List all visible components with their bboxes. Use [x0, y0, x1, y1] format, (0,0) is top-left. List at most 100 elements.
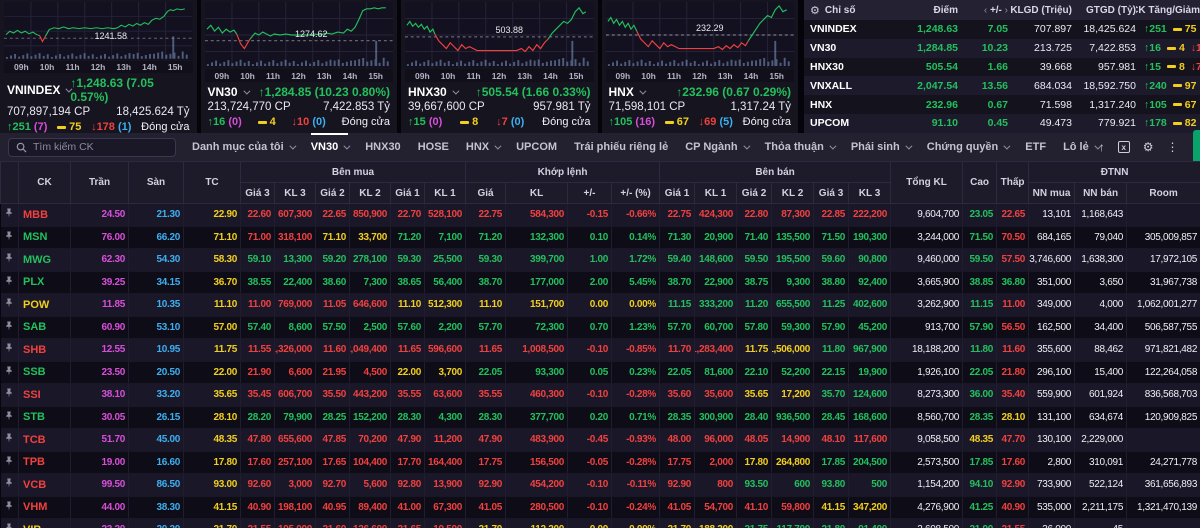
foreign-room: [1126, 428, 1200, 452]
tab-thỏa-thuận[interactable]: Thỏa thuận: [765, 133, 837, 161]
ticker-symbol[interactable]: MWG: [18, 248, 71, 272]
ask-volume: 91,400: [848, 518, 892, 528]
tab-etf[interactable]: ETF: [1025, 141, 1047, 153]
ticker-symbol[interactable]: VCB: [18, 473, 71, 497]
pin-icon[interactable]: [0, 383, 19, 407]
stock-row-POW[interactable]: POW 11.85 10.35 11.10 11.00 769,000 11.05 646,6…: [0, 293, 1200, 317]
ticker-symbol[interactable]: STB: [18, 406, 71, 429]
search-input[interactable]: [33, 141, 168, 153]
kebab-menu-icon[interactable]: ⋮: [1166, 140, 1179, 154]
tab-chứng-quyền[interactable]: Chứng quyền: [927, 133, 1011, 161]
tab-cp-ngành[interactable]: CP Ngành: [685, 133, 751, 161]
pin-icon[interactable]: [0, 203, 19, 227]
index-table-header: ⚙ Chỉ số Điểm ‹ +/- › KLGD (Triệu) GTGD (…: [804, 0, 1200, 20]
stock-row-VCB[interactable]: VCB 99.50 86.50 93.00 92.60 3,000 92.70 5,600 92…: [0, 473, 1200, 497]
chart-panel-vn30[interactable]: 1274.62 09h 10h 11h 12h 13h 14: [200, 0, 397, 133]
reference-price-label: 1241.58: [94, 31, 128, 41]
export-excel-icon[interactable]: x: [1117, 141, 1130, 153]
pin-icon[interactable]: [0, 518, 19, 528]
pin-icon[interactable]: [0, 451, 19, 474]
index-name[interactable]: HNX30: [408, 85, 460, 99]
chart-panel-hnx30[interactable]: 503.88 09h 10h 11h 12h 13h 14h: [401, 0, 598, 133]
tab-trái-phiếu-riêng-lẻ[interactable]: Trái phiếu riêng lẻ: [574, 141, 669, 153]
stock-row-VHM[interactable]: VHM 44.00 38.30 41.15 40.90 198,100 40.95 89,40…: [0, 496, 1200, 519]
ticker-symbol[interactable]: VHM: [18, 496, 71, 519]
ticker-symbol[interactable]: TPB: [18, 451, 71, 474]
ticker-symbol[interactable]: TCB: [18, 428, 71, 452]
tab-danh-mục-của-tôi[interactable]: Danh mục của tôi: [192, 133, 297, 161]
ask-volume: 20,900: [694, 226, 738, 249]
gear-icon[interactable]: ⚙: [810, 4, 820, 17]
stock-row-MWG[interactable]: MWG 62.30 54.30 58.30 59.10 13,300 59.20 278,10…: [0, 248, 1200, 272]
ticker-symbol[interactable]: POW: [18, 293, 71, 317]
index-row-vnindex[interactable]: VNINDEX 1,248.63 7.05 707.897 18,425.624 ↑251…: [804, 20, 1200, 39]
pin-icon[interactable]: [0, 316, 19, 339]
ask-volume: 600: [771, 473, 815, 497]
ticker-symbol[interactable]: SAB: [18, 316, 71, 339]
bid-price: 11.60: [315, 338, 350, 362]
stock-row-TCB[interactable]: TCB 51.70 45.00 48.35 47.80 655,600 47.85 70,20…: [0, 428, 1200, 452]
pin-icon[interactable]: [0, 473, 19, 497]
pin-icon[interactable]: [0, 338, 19, 362]
index-row-vnxall[interactable]: VNXALL 2,047.54 13.56 684.034 18,592.750 ↑240…: [804, 76, 1200, 96]
tab-hnx30[interactable]: HNX30: [365, 141, 401, 153]
bid-volume: 8,600: [274, 316, 316, 339]
place-order-button[interactable]: Đặt lệnh: [1192, 130, 1200, 164]
pin-icon[interactable]: [0, 293, 19, 317]
stock-row-VIB[interactable]: VIB23.2020.2021.7021.55195,00021.60126,6…: [0, 518, 1200, 528]
index-name[interactable]: HNX: [609, 85, 647, 99]
tab-phái-sinh[interactable]: Phái sinh: [851, 133, 913, 161]
pin-icon[interactable]: [0, 406, 19, 429]
time-tick: 15h: [769, 70, 784, 81]
tab-hose[interactable]: HOSE: [417, 141, 449, 153]
stock-row-PLX[interactable]: PLX 39.25 34.15 36.70 38.55 22,400 38.60 7,300 3…: [0, 271, 1200, 294]
stock-row-TPB[interactable]: TPB 19.00 16.60 17.80 17.60 257,100 17.65 104,4…: [0, 451, 1200, 474]
pin-icon[interactable]: [0, 361, 19, 384]
change-percent: -0.24%: [611, 496, 661, 519]
high-price: 17.85: [962, 451, 998, 474]
value-traded: 1,317.24 Tỷ: [730, 101, 791, 113]
total-volume: 2,573,500: [890, 451, 964, 474]
stock-row-SSI[interactable]: SSI 38.10 33.20 35.65 35.45 606,700 35.50 443,2…: [0, 383, 1200, 407]
stock-row-MBB[interactable]: MBB 24.50 21.30 22.90 22.60 607,300 22.65 850,9…: [0, 203, 1200, 227]
pin-icon[interactable]: [0, 428, 19, 452]
stock-row-SHB[interactable]: SHB12.5510.9511.7511.551,326,00011.602,0…: [0, 338, 1200, 362]
stock-row-STB[interactable]: STB 30.05 26.15 28.10 28.20 79,900 28.25 152,20…: [0, 406, 1200, 429]
ticker-symbol[interactable]: SSB: [18, 361, 71, 384]
settings-gear-icon[interactable]: ⚙: [1142, 140, 1154, 154]
stock-row-SAB[interactable]: SAB 60.90 53.10 57.00 57.40 8,600 57.50 2,500 57…: [0, 316, 1200, 339]
stock-row-SSB[interactable]: SSB 23.50 20.50 22.00 21.90 6,600 21.95 4,500 22…: [0, 361, 1200, 384]
stock-row-MSN[interactable]: MSN 76.00 66.20 71.10 71.00 318,100 71.10 33,70…: [0, 226, 1200, 249]
index-name[interactable]: VN30: [208, 85, 250, 99]
ticker-symbol[interactable]: SHB: [18, 338, 71, 362]
pin-icon[interactable]: [0, 271, 19, 294]
search-box[interactable]: [8, 137, 176, 157]
ticker-symbol[interactable]: MBB: [18, 203, 71, 227]
index-name[interactable]: VNINDEX: [7, 83, 73, 97]
tab-vn30[interactable]: VN30: [311, 133, 351, 161]
ask-price: 41.15: [813, 496, 850, 519]
pin-icon[interactable]: [0, 496, 19, 519]
chart-panel-vnindex[interactable]: 1241.58 09h 10h 11h 12h 13h 14: [0, 0, 197, 133]
pin-icon[interactable]: [0, 248, 19, 272]
ask-volume: 1,506,000: [771, 338, 815, 362]
ticker-symbol[interactable]: MSN: [18, 226, 71, 249]
ticker-symbol[interactable]: SSI: [18, 383, 71, 407]
ticker-symbol[interactable]: PLX: [18, 271, 71, 294]
tab-hnx[interactable]: HNX: [466, 133, 502, 161]
pin-icon[interactable]: [0, 226, 19, 249]
ask-price: 22.15: [813, 361, 850, 384]
low-price: 40.90: [996, 496, 1030, 519]
bid-price: 38.60: [315, 271, 350, 294]
ask-volume: 800: [694, 473, 738, 497]
upload-icon[interactable]: ↑: [1098, 140, 1105, 154]
tab-lô-lẻ[interactable]: Lô lẻ: [1063, 133, 1102, 161]
index-row-hnx30[interactable]: HNX30 505.54 1.66 39.668 957.981 ↑15 8 ↓7: [804, 57, 1200, 77]
ticker-symbol[interactable]: VIB: [18, 518, 71, 528]
chart-panel-hnx[interactable]: 232.29 09h 10h 11h 12h 13h 14h: [601, 0, 798, 133]
tab-upcom[interactable]: UPCOM: [516, 141, 558, 153]
ask-volume: 117,700: [771, 518, 815, 528]
